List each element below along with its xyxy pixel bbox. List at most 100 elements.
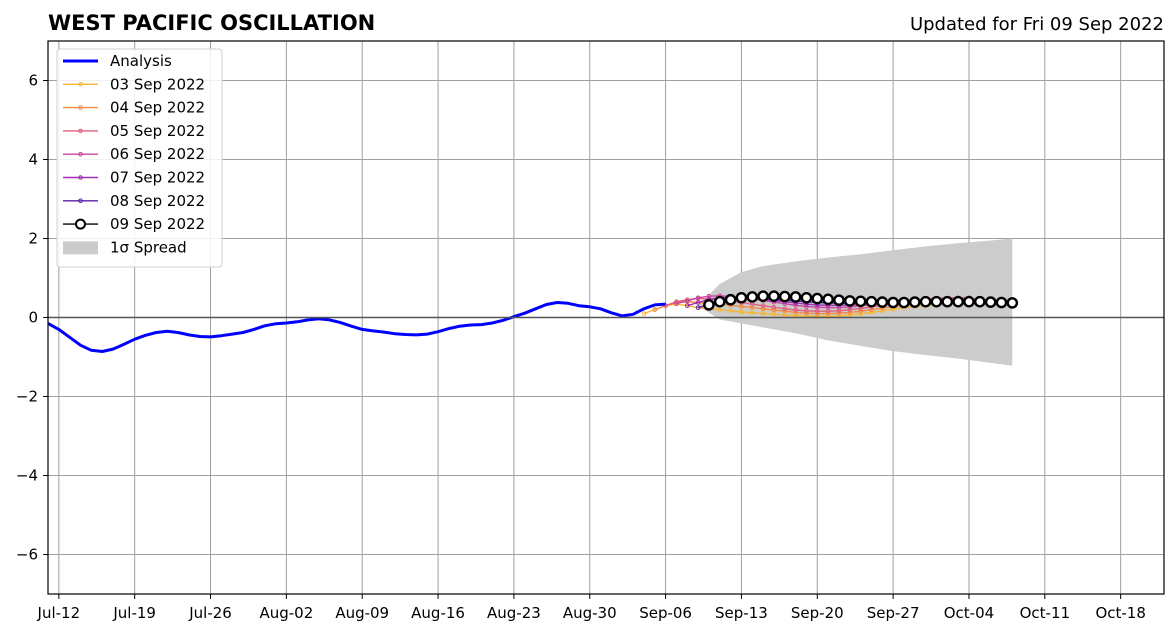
series-point (995, 296, 1008, 309)
series-point (695, 300, 701, 305)
series-point (858, 311, 863, 317)
series-line (643, 303, 937, 317)
series-point (919, 295, 932, 308)
series-point (778, 290, 791, 303)
series-point (793, 307, 798, 313)
legend-label: 08 Sep 2022 (110, 192, 205, 210)
legend-entry: 09 Sep 2022 (63, 215, 205, 233)
series-point (703, 299, 715, 311)
y-tick-label: 4 (28, 151, 38, 169)
legend-label: 07 Sep 2022 (110, 169, 205, 187)
x-tick-label: Aug-02 (259, 604, 313, 622)
chart-subtitle: Updated for Fri 09 Sep 2022 (910, 14, 1164, 35)
series-point (854, 295, 867, 308)
legend: Analysis 03 Sep 2022 04 Sep 2022 05 Sep 202… (56, 48, 223, 268)
legend-marker (75, 218, 86, 230)
legend-label: Analysis (110, 52, 172, 70)
legend-marker (78, 82, 83, 87)
y-tick-label: 6 (28, 72, 38, 90)
series-point (811, 292, 824, 305)
legend-marker (78, 105, 83, 110)
series-point (789, 291, 802, 303)
series-point (822, 293, 834, 306)
series-point (782, 306, 788, 312)
legend-entry: 05 Sep 2022 (63, 122, 205, 140)
y-tick-label: −2 (16, 388, 38, 406)
series-point (952, 295, 964, 308)
series-point (684, 298, 690, 304)
series-point (728, 308, 733, 314)
x-tick-label: Oct-18 (1095, 604, 1145, 622)
series-point (757, 290, 769, 302)
series-point (869, 310, 874, 315)
series-point (865, 295, 878, 308)
series-point (876, 296, 889, 308)
legend-entry: 04 Sep 2022 (63, 99, 205, 117)
series-point (898, 296, 910, 309)
x-tick-label: Sep-13 (715, 604, 768, 622)
x-tick-label: Aug-23 (487, 604, 541, 622)
legend-marker (78, 198, 83, 204)
legend-swatch (63, 241, 98, 255)
series-point (887, 296, 899, 309)
legend-entry: 08 Sep 2022 (63, 192, 205, 210)
legend-marker (78, 128, 83, 134)
legend-marker (78, 151, 83, 157)
y-tick-label: 0 (28, 309, 38, 327)
legend-label: 09 Sep 2022 (110, 215, 205, 233)
series-point (804, 308, 809, 314)
analysis-line (47, 301, 666, 353)
series-point (974, 295, 986, 308)
y-tick-label: 2 (28, 230, 38, 248)
x-tick-label: Jul-12 (37, 604, 81, 622)
x-tick-label: Aug-09 (335, 604, 389, 622)
forecast-series (703, 290, 1019, 311)
series-point (739, 309, 744, 315)
series-point (684, 303, 690, 308)
series-point (760, 311, 766, 316)
x-tick-label: Sep-06 (639, 604, 692, 622)
y-tick-label: −4 (16, 467, 38, 485)
series-point (879, 308, 885, 314)
legend-label: 04 Sep 2022 (110, 99, 205, 117)
series-point (717, 307, 723, 312)
forecast-series-layer (641, 290, 1019, 319)
legend-box (56, 48, 223, 268)
legend-label: 03 Sep 2022 (110, 75, 205, 93)
series-point (768, 290, 780, 302)
legend-label: 05 Sep 2022 (110, 122, 205, 140)
legend-entry: 03 Sep 2022 (63, 75, 205, 93)
series-point (843, 295, 856, 307)
x-tick-label: Oct-11 (1020, 604, 1070, 622)
series-point (695, 295, 701, 301)
series-point (847, 307, 853, 312)
legend-label: 06 Sep 2022 (110, 145, 205, 163)
series-point (695, 305, 701, 310)
series-point (963, 295, 975, 308)
series-point (833, 294, 845, 306)
x-tick-label: Aug-16 (411, 604, 465, 622)
x-tick-label: Sep-27 (867, 604, 920, 622)
analysis-layer (47, 301, 666, 353)
series-point (674, 301, 679, 306)
series-point (771, 312, 777, 317)
x-tick-label: Sep-20 (791, 604, 844, 622)
chart-title: WEST PACIFIC OSCILLATION (48, 11, 375, 35)
series-point (858, 308, 863, 314)
series-point (984, 296, 997, 308)
series-point (749, 310, 755, 316)
series-point (908, 296, 921, 308)
series-point (760, 303, 766, 308)
x-tick-label: Jul-19 (112, 604, 156, 622)
legend-entry: 1σ Spread (63, 238, 187, 256)
series-point (771, 304, 777, 310)
series-point (652, 307, 658, 312)
series-point (800, 291, 813, 304)
series-point (847, 310, 853, 315)
x-tick-label: Aug-30 (563, 604, 617, 622)
series-point (724, 293, 737, 306)
legend-entry: 07 Sep 2022 (63, 169, 205, 187)
series-point (735, 291, 748, 304)
axes-layer: Jul-12 Jul-19 Jul-26 Aug-02 Aug-09 Aug-16 Aug-… (16, 40, 1165, 622)
